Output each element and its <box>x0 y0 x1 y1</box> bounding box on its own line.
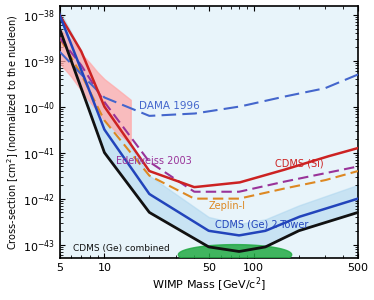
Text: CDMS (Ge) 2-Tower: CDMS (Ge) 2-Tower <box>215 219 308 229</box>
Text: Zeplin-I: Zeplin-I <box>209 201 246 211</box>
Text: CDMS (Ge) combined: CDMS (Ge) combined <box>73 244 170 253</box>
Text: DAMA 1996: DAMA 1996 <box>139 101 200 111</box>
Polygon shape <box>178 244 292 265</box>
Y-axis label: Cross-section [cm$^2$] (normalized to the nucleon): Cross-section [cm$^2$] (normalized to th… <box>6 14 21 250</box>
Text: Edelweiss 2003: Edelweiss 2003 <box>116 156 192 166</box>
Text: CDMS (Si): CDMS (Si) <box>276 158 324 169</box>
X-axis label: WIMP Mass [GeV/c$^2$]: WIMP Mass [GeV/c$^2$] <box>152 276 266 294</box>
